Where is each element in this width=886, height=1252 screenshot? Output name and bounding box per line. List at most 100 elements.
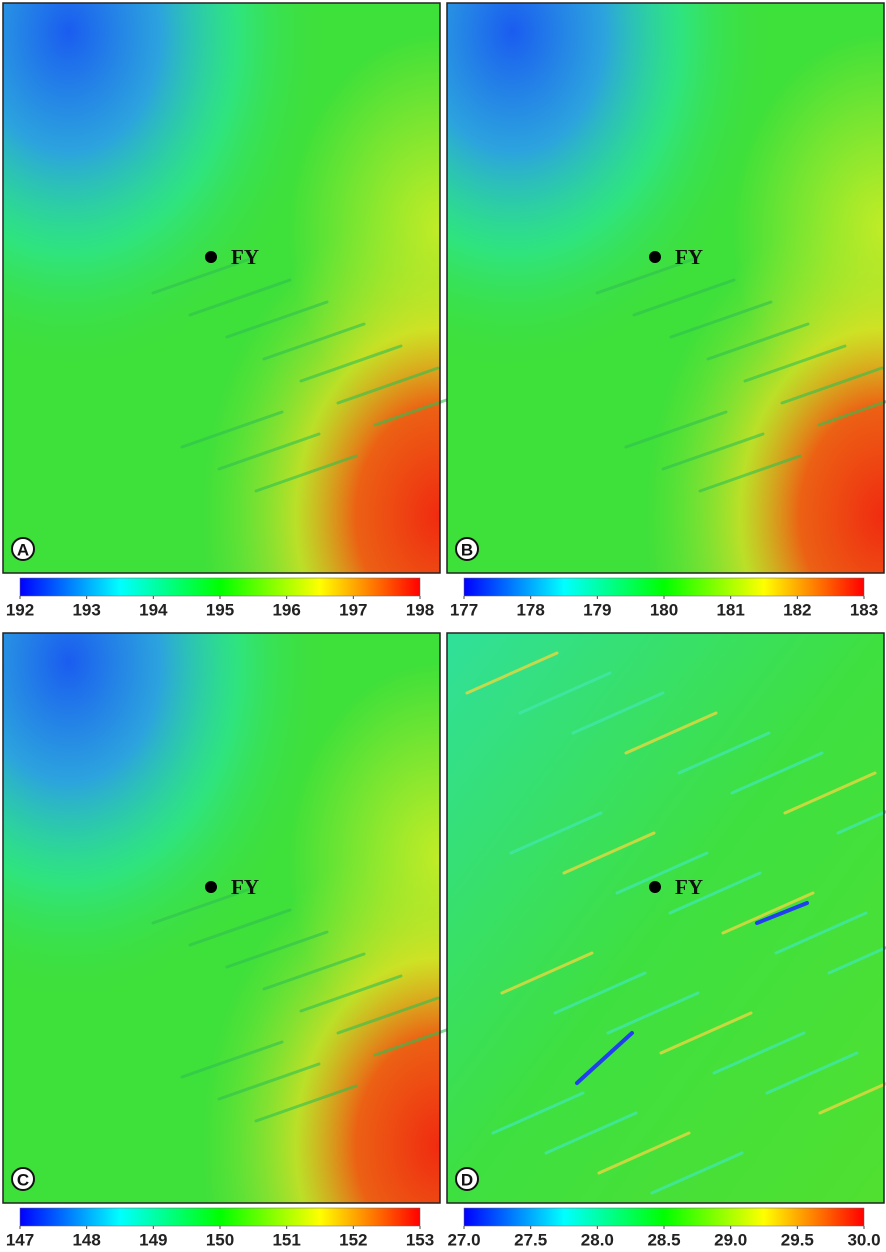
map-streak xyxy=(706,322,810,361)
map-streak xyxy=(669,300,773,339)
map-streak xyxy=(180,410,284,449)
map-streak xyxy=(730,751,824,795)
map-streak xyxy=(721,891,815,935)
colorbar xyxy=(19,577,421,597)
map-streak xyxy=(615,851,709,895)
map-streak xyxy=(299,344,403,383)
colorbar-tick-label: 194 xyxy=(139,600,168,619)
site-marker xyxy=(649,881,661,893)
map-streak xyxy=(225,300,329,339)
map-frame xyxy=(446,632,885,1204)
panel-label-ring xyxy=(11,537,35,561)
colorbar-tick-label: 30.0 xyxy=(847,1230,880,1249)
panel-label-ring xyxy=(11,1167,35,1191)
map-streak xyxy=(624,410,728,449)
site-marker xyxy=(205,881,217,893)
site-label: FY xyxy=(675,245,703,269)
map-streak xyxy=(661,432,765,471)
map-streak xyxy=(151,256,255,295)
map-streak xyxy=(765,1051,859,1095)
colorbar-tick-label: 179 xyxy=(583,600,611,619)
map-streak xyxy=(562,831,656,875)
map-streak xyxy=(624,711,718,755)
site-label: FY xyxy=(675,875,703,899)
map-streak xyxy=(336,996,440,1035)
map-frame xyxy=(2,2,441,574)
map-streak xyxy=(755,901,809,925)
map-streak xyxy=(712,1031,806,1075)
colorbar-tick-label: 178 xyxy=(516,600,544,619)
map-streak xyxy=(595,256,699,295)
colorbar-tick-label: 177 xyxy=(450,600,478,619)
map-streak xyxy=(299,974,403,1013)
site-label: FY xyxy=(231,875,259,899)
panel-label-ring xyxy=(455,537,479,561)
colorbar-tick-label: 197 xyxy=(339,600,367,619)
map-streak xyxy=(632,278,736,317)
panel: FY A 192 193 194 195 196 197 198 xyxy=(2,2,477,619)
map-streak xyxy=(659,1011,753,1055)
map-streak xyxy=(827,946,886,975)
map-streak xyxy=(836,810,886,835)
map-streak xyxy=(262,322,366,361)
map-streak xyxy=(217,432,321,471)
colorbar-tick-label: 182 xyxy=(783,600,811,619)
map-streak xyxy=(597,1131,691,1175)
colorbar-tick-label: 27.5 xyxy=(514,1230,547,1249)
map-streak xyxy=(465,651,559,695)
colorbar-tick-label: 149 xyxy=(139,1230,167,1249)
colorbar-tick-label: 147 xyxy=(6,1230,34,1249)
map-streak xyxy=(544,1111,638,1155)
colorbar-tick-label: 152 xyxy=(339,1230,367,1249)
site-marker xyxy=(205,251,217,263)
map-streak xyxy=(743,344,847,383)
map-streak xyxy=(254,454,358,493)
map-streak xyxy=(650,1151,744,1195)
site-label: FY xyxy=(231,245,259,269)
map-streak xyxy=(491,1091,585,1135)
map-streak xyxy=(817,399,886,427)
map-streak xyxy=(606,991,700,1035)
map-background xyxy=(447,633,884,1203)
panel-label: A xyxy=(17,541,29,560)
map-streak xyxy=(262,952,366,991)
colorbar xyxy=(19,1207,421,1227)
colorbar xyxy=(463,577,865,597)
colorbar-tick-label: 153 xyxy=(406,1230,434,1249)
map-streak xyxy=(180,1040,284,1079)
colorbar-tick-label: 181 xyxy=(716,600,744,619)
panel-label: C xyxy=(17,1171,29,1190)
colorbar-tick-label: 28.0 xyxy=(581,1230,614,1249)
panel: FY C 147 148 149 150 151 152 153 xyxy=(2,632,477,1249)
panel: FY D 27.0 27.5 28.0 28.5 29.0 29.5 30.0 xyxy=(446,632,886,1249)
map-overlay xyxy=(447,3,884,573)
map-streak xyxy=(818,1082,886,1115)
map-streak xyxy=(780,366,884,405)
colorbar-tick-label: 198 xyxy=(406,600,434,619)
colorbar-tick-label: 192 xyxy=(6,600,34,619)
colorbar-tick-label: 193 xyxy=(72,600,100,619)
colorbar-tick-label: 183 xyxy=(850,600,878,619)
map-overlay xyxy=(3,3,440,573)
map-frame xyxy=(446,2,885,574)
map-streak xyxy=(774,911,868,955)
colorbar-tick-label: 29.0 xyxy=(714,1230,747,1249)
map-streak xyxy=(188,908,292,947)
map-streak xyxy=(151,886,255,925)
colorbar-tick-label: 148 xyxy=(72,1230,100,1249)
colorbar-tick-label: 29.5 xyxy=(781,1230,814,1249)
colorbar-tick-label: 196 xyxy=(272,600,300,619)
site-marker xyxy=(649,251,661,263)
map-streak xyxy=(254,1084,358,1123)
map-streak xyxy=(509,811,603,855)
map-streak xyxy=(518,671,612,715)
map-streak xyxy=(188,278,292,317)
colorbar xyxy=(463,1207,865,1227)
map-streak xyxy=(677,731,771,775)
map-streak xyxy=(783,771,877,815)
map-streak xyxy=(575,1031,634,1085)
map-streak xyxy=(217,1062,321,1101)
colorbar-tick-label: 27.0 xyxy=(447,1230,480,1249)
map-frame xyxy=(2,632,441,1204)
